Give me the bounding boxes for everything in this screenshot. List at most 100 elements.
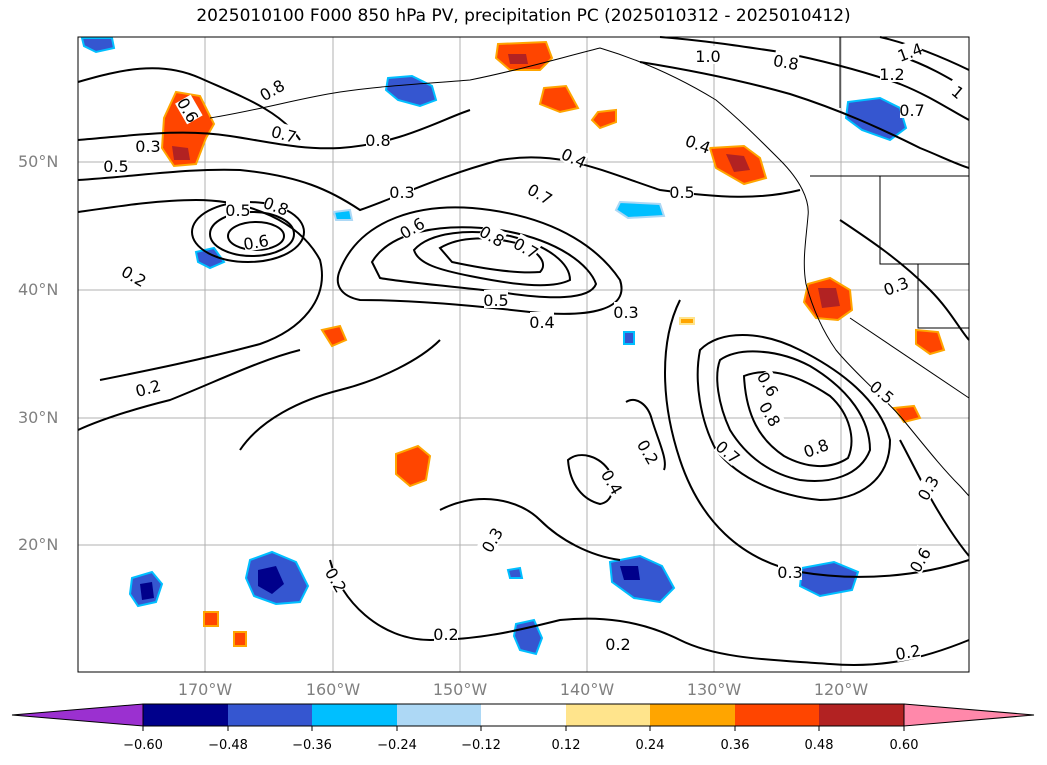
alaska-coast [209,47,809,217]
contour-line [716,350,872,482]
contour-label-bg [366,130,390,148]
contour-label: 0.7 [899,101,924,120]
lat-label-30n: 30°N [18,408,59,427]
colorbar-tick: −0.48 [208,738,248,753]
contour-label-bg [136,136,160,154]
contour-line [639,61,970,169]
colorbar-tick: −0.36 [292,738,332,753]
contour-line [439,498,621,561]
precip-neg-blob [623,331,635,345]
colorbar-tick: −0.60 [123,738,163,753]
contour-label-bg [599,466,627,497]
precip-neg-blob [80,37,116,54]
precip-pos-blob [203,611,219,627]
colorbar-segment [481,704,566,726]
contour-label-bg [511,233,542,261]
precip-neg-blob [614,200,666,220]
contour-label-bg [905,544,933,575]
contour-label-bg [943,76,974,106]
contour-line [625,399,666,471]
lon-label-140w: 140°W [559,680,615,699]
contour-label: 0.8 [365,131,390,150]
contour-ring [209,211,295,257]
contour-label-bg [226,200,250,218]
lat-label-40n: 40°N [18,280,59,299]
contour-line [659,36,970,121]
precipitation-shading [80,37,946,656]
contour-label-bg [390,182,414,200]
contour-line [742,371,853,468]
contour-label-bg [530,312,554,330]
map-title: 2025010100 F000 850 hPa PV, precipitatio… [196,6,851,26]
colorbar-tick: 0.12 [551,738,581,753]
contour-label-bg [895,38,925,64]
contour-label-bg [772,50,800,72]
contour-label: 0.2 [605,635,630,654]
contour-line [696,334,892,502]
lat-label-20n: 20°N [18,535,59,554]
contour-label: 0.3 [777,563,802,582]
lon-label-130w: 130°W [686,680,742,699]
contour-line [77,349,301,431]
contour-label-bg [242,230,270,252]
contour-label: 0.3 [135,137,160,156]
contour-label-bg [525,179,556,207]
contour-label: 0.6 [242,231,270,254]
precip-pos-blob [395,444,432,488]
contour-label-bg [477,524,505,555]
border-mexico [849,317,970,399]
precip-pos-blob [590,108,617,130]
colorbar-segment [143,704,228,726]
precip-pos-blob [172,146,190,160]
precip-pos-blob [320,324,348,348]
lon-label-160w: 160°W [305,680,361,699]
contour-label-bg [635,436,663,467]
colorbar-tick: −0.24 [377,738,417,753]
contour-label-bg [270,121,299,145]
lat-label-50n: 50°N [18,152,59,171]
contour-label: 0.3 [389,183,414,202]
precip-pos-blob [679,317,695,325]
precip-neg-blob [140,582,154,600]
colorbar-segment [312,704,397,726]
contour-label-bg [867,376,898,406]
colorbar-extend-high [903,703,1035,727]
contour-label: 0.5 [483,291,508,310]
contour-label-bg [434,624,458,642]
precip-pos-blob [508,54,528,64]
contour-label-bg [175,94,203,125]
contour-label-bg [133,375,162,399]
precip-neg-blob [332,208,354,221]
contour-label: 0.2 [894,641,922,664]
lon-label-120w: 120°W [813,680,869,699]
contour-label: 0.4 [529,313,554,332]
contour-label-bg [256,75,287,103]
precip-neg-blob [844,96,908,142]
contour-line [899,439,970,557]
contour-label-bg [696,46,720,64]
contour-label-bg [119,261,150,289]
contour-label-bg [670,182,694,200]
contour-label-bg [881,272,911,298]
contour-line [438,237,545,274]
contour-label-bg [894,640,922,662]
contour-label-bg [559,143,590,171]
colorbar-segment [819,704,904,726]
contour-label-bg [323,564,351,595]
precip-pos-blob [915,328,946,356]
colorbar-segment [566,704,650,726]
contour-label: 0.2 [433,625,458,644]
contour-label-bg [396,213,427,241]
contour-label-bg [683,130,713,156]
contour-label: 0.5 [669,183,694,202]
precip-pos-blob [726,154,750,172]
contour-label-bg [757,398,785,429]
contour-label-bg [880,64,904,82]
border-state [917,264,969,329]
colorbar-extend-low [11,703,144,727]
contour-line [879,36,970,71]
contour-label: 1.0 [695,47,720,66]
contour-line [664,299,970,578]
colorbar-tick: 0.24 [635,738,665,753]
graticule [78,37,969,672]
